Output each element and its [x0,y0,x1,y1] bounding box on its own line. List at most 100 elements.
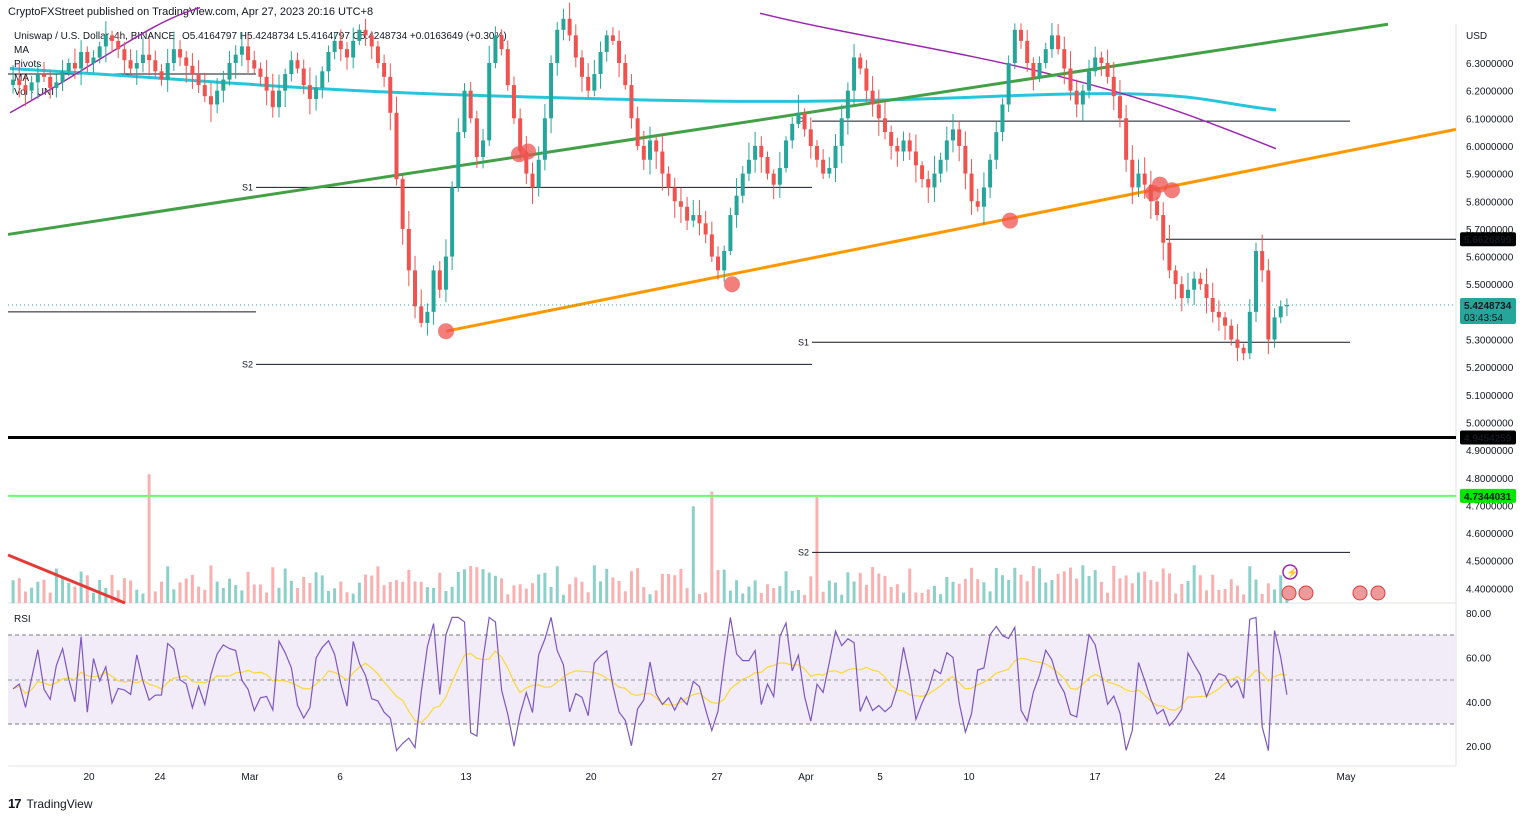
volume-bar [302,576,306,603]
candle-body [678,201,683,207]
volume-bar [803,594,807,603]
tradingview-logo-icon: 17 [8,796,22,811]
candle-body [685,206,690,221]
volume-bar [1229,579,1233,603]
volume-bar [815,496,819,603]
candle-body [307,85,312,99]
candle-body [66,63,71,72]
candle-body [975,201,980,207]
us-flag-icon[interactable] [1281,585,1297,601]
indicator-volume[interactable]: Vol · UNI [14,87,55,98]
us-flag-icon[interactable] [1352,585,1368,601]
volume-bar [549,586,553,603]
price-label-text: 4.9454259 [1464,434,1512,445]
price-axis[interactable]: 6.3000000 6.2000000 6.1000000 6.0000000 5.90… [1466,59,1514,595]
candle-body [1284,304,1289,307]
indicator-ma-1[interactable]: MA [14,45,29,56]
footer-text: TradingView [26,796,93,811]
volume-bar [1174,593,1178,603]
volume-bar [23,591,27,603]
volume-bar [376,566,380,603]
candle-body [1216,311,1221,318]
time-tick-label: 5 [877,772,883,783]
us-flag-icon[interactable] [1370,585,1386,601]
volume-bar [234,585,238,603]
candle-body [814,145,819,160]
volume-bar [413,581,417,603]
lightning-glyph: ⚡ [1286,566,1298,579]
price-label-bg [1460,430,1516,445]
candle-body [901,140,906,152]
candle-body [1253,251,1258,312]
volume-bar [747,586,751,603]
candle-body [549,63,554,119]
volume-bar [1180,583,1184,603]
rsi-axis[interactable]: 80.00 60.00 40.00 20.00 [1466,609,1491,753]
candle-body [320,71,325,88]
volume-bar [982,582,986,603]
time-axis[interactable]: 20 24 Mar 6 13 20 27 Apr 5 10 17 24 May [83,772,1355,783]
volume-bar [364,574,368,603]
candle-body [54,82,59,88]
volume-bar [957,583,961,603]
volume-bar [883,575,887,603]
volume-bar [617,580,621,603]
volume-bar [48,592,52,603]
volume-bar [580,581,584,603]
volume-bar [592,565,596,603]
symbol-header: Uniswap / U.S. Dollar, 4h, BINANCE O5.41… [14,30,507,44]
volume-bar [691,506,695,603]
volume-bar [265,592,269,603]
candle-body [635,118,640,146]
candle-body [42,74,47,77]
candle-body [221,79,226,91]
candle-body [1130,159,1135,188]
candle-body [691,215,696,221]
candle-body [648,140,652,160]
candle-body [907,140,912,152]
volume-bar [1198,575,1202,603]
volume-bar [759,593,763,603]
volume-bar [963,578,967,603]
price-tick-label: 4.4000000 [1466,584,1514,595]
volume-bar [1235,585,1239,603]
volume-bar [1093,570,1097,603]
volume-bar [425,587,429,603]
price-tick-label: 5.9000000 [1466,170,1514,181]
volume-bar [970,567,974,603]
candle-body [1074,90,1079,105]
indicator-ma-2[interactable]: MA [14,73,29,84]
red-trendline [7,553,126,605]
price-tick-label: 5.8000000 [1466,197,1514,208]
volume-bar [333,588,337,603]
rsi-tick-label: 20.00 [1466,742,1491,753]
volume-bar [73,586,77,603]
price-tick-label: 5.3000000 [1466,336,1514,347]
time-tick-label: 27 [711,772,723,783]
time-tick-label: 20 [585,772,597,783]
candle-body [1006,63,1011,105]
volume-bar [481,569,485,603]
candle-body [716,256,721,271]
candle-body [672,187,677,202]
footer: 17 TradingView [8,796,93,811]
volume-bar [345,592,349,603]
event-icons[interactable]: ⚡ [1281,564,1386,601]
volume-bar [932,585,936,603]
indicator-pivots[interactable]: Pivots [14,59,42,70]
touch-marker [1164,182,1180,199]
candle-body [196,74,201,86]
volume-bar [493,575,497,603]
candle-body [1031,63,1036,77]
candle-body [289,60,294,75]
volume-bar [1254,579,1258,603]
candle-body [140,54,145,63]
candle-body [264,76,269,91]
symbol-name: Uniswap / U.S. Dollar, 4h, BINANCE [14,31,176,42]
candle-body [592,74,597,91]
candle-body [988,159,993,188]
candle-body [1037,63,1042,77]
lightning-icon[interactable] [1282,564,1298,580]
us-flag-icon[interactable] [1298,585,1314,601]
